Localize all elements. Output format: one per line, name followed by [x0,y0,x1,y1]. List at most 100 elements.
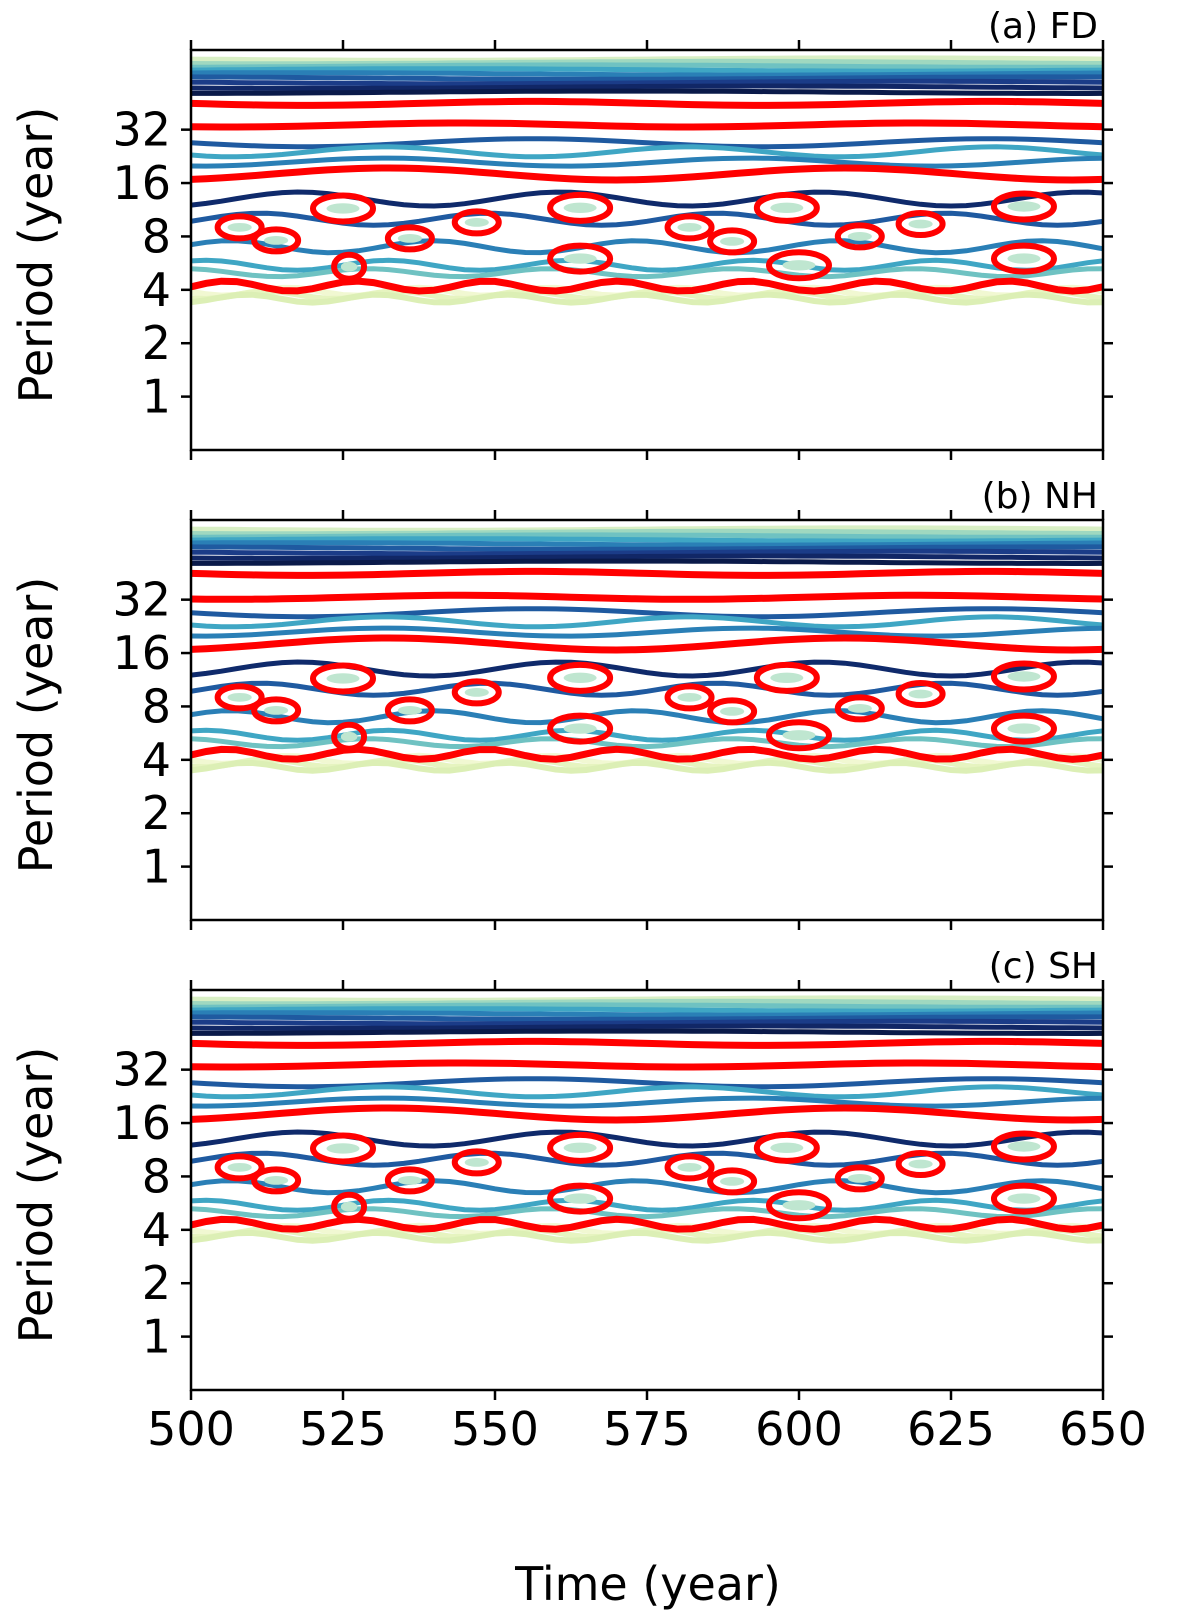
y-axis-label: Period (year) [9,1047,63,1344]
contour-band [191,78,1103,87]
significance-island [384,696,435,725]
significance-island [547,1182,614,1215]
contour-band [191,1229,1103,1244]
y-axis-label: Period (year) [9,577,63,874]
contour-band [191,544,1103,552]
contour-line [191,1095,1103,1109]
significance-island [753,191,820,224]
power-peak [1007,253,1041,264]
y-tick-label: 16 [112,1096,171,1150]
power-peak [770,1142,804,1154]
power-peak [264,705,289,715]
significance-island [990,242,1057,275]
significance-island [664,1153,715,1182]
significance-island [766,1189,832,1222]
power-peak [770,202,804,214]
contour-band [191,558,1103,566]
significance-band [191,277,1103,295]
contour-band [191,1028,1103,1036]
y-tick-label: 2 [142,1256,171,1310]
panel-title: (b) NH [982,476,1098,517]
contour-band [191,62,1103,70]
power-peak [563,253,597,264]
y-tick-label: 2 [142,316,171,370]
power-peak [782,1200,816,1211]
x-tick-label: 625 [907,1402,995,1456]
x-tick-label: 575 [603,1402,691,1456]
significance-island [990,1182,1057,1215]
contour-band [191,66,1103,74]
significance-island [834,222,885,251]
significance-island [451,1148,502,1177]
power-peak [847,232,872,241]
contour-band [191,1018,1103,1027]
x-tick-label: 650 [1059,1402,1147,1456]
significance-island [331,721,368,752]
contour-area [191,995,1103,1244]
power-peak [908,689,933,699]
contour-band [191,540,1103,548]
power-peak [563,202,597,214]
significance-island [547,191,614,224]
power-peak [563,1142,597,1154]
contour-line [191,238,1103,256]
contour-band [191,536,1103,544]
power-peak [677,692,702,702]
contour-area [191,55,1103,306]
contour-line [191,736,1103,750]
contour-band [191,548,1103,557]
significance-island [707,697,758,726]
panel-title: (c) SH [989,946,1098,987]
significance-island [251,696,302,725]
x-tick-label: 500 [147,1402,235,1456]
significance-band [191,1037,1103,1049]
significance-band [191,164,1103,184]
significance-island [766,719,832,752]
y-tick-label: 8 [142,209,171,263]
significance-island [547,661,614,694]
contour-line [191,257,1103,273]
y-tick-label: 8 [142,1149,171,1203]
x-tick-label: 600 [755,1402,843,1456]
y-tick-label: 32 [112,103,171,157]
y-tick-label: 1 [142,840,171,894]
significance-island [990,712,1057,745]
y-tick-label: 4 [142,1203,171,1257]
power-peak [397,1175,422,1185]
contour-band [191,1023,1103,1031]
contour-band [191,291,1103,306]
contour-band [191,70,1103,78]
y-tick-label: 32 [112,1043,171,1097]
contour-band [191,1010,1103,1018]
significance-band [191,119,1103,131]
power-peak [340,731,358,742]
x-axis-label: Time (year) [514,1557,781,1611]
power-peak [264,1175,289,1185]
power-peak [397,705,422,715]
y-tick-label: 1 [142,1310,171,1364]
power-peak [1007,723,1041,734]
power-peak [847,703,872,713]
power-peak [720,237,745,246]
contour-line [191,614,1103,630]
power-peak [227,692,252,702]
y-tick-label: 8 [142,679,171,733]
power-peak [340,1201,358,1212]
contour-line [191,625,1103,639]
significance-band [191,634,1103,654]
significance-island [251,226,302,255]
contour-band [191,1002,1103,1010]
power-peak [782,260,816,271]
contour-line [191,1197,1103,1213]
power-peak [563,672,597,684]
power-peak [908,1159,933,1169]
power-peak [397,233,422,243]
y-tick-label: 16 [112,626,171,680]
contour-band [191,58,1103,67]
contour-band [191,88,1103,96]
significance-island [310,1132,376,1165]
power-peak [1007,1193,1041,1204]
significance-island [707,227,758,256]
significance-band [191,591,1103,603]
